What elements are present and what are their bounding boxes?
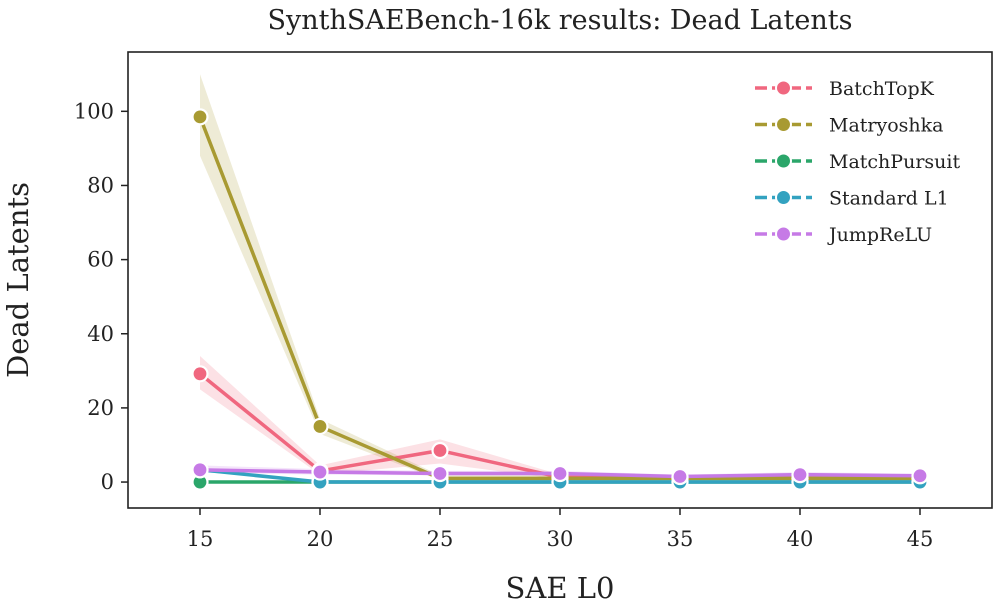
y-axis-label: Dead Latents [1, 182, 35, 378]
point-matryoshka [191, 108, 209, 126]
legend-marker-matryoshka [775, 116, 792, 133]
line-matryoshka [198, 116, 920, 481]
point-jumprelu [311, 463, 329, 481]
x-tick-label: 25 [427, 527, 454, 551]
x-tick-label: 35 [667, 527, 694, 551]
legend-label-batchtopk: BatchTopK [829, 78, 935, 100]
legend: BatchTopK Matryoshka MatchPursuit Standard … [755, 78, 960, 246]
y-axis-ticks: 0 20 40 60 80 100 [74, 99, 128, 494]
legend-label-matryoshka: Matryoshka [829, 115, 944, 137]
legend-marker-jumprelu [775, 225, 792, 243]
point-jumprelu [791, 466, 809, 484]
y-tick-label: 0 [101, 470, 114, 494]
x-axis-ticks: 15 20 25 30 35 40 45 [187, 508, 934, 551]
x-tick-label: 20 [307, 527, 334, 551]
series-points [191, 108, 929, 491]
y-tick-label: 60 [87, 248, 114, 272]
point-jumprelu [671, 467, 689, 486]
point-jumprelu [551, 464, 569, 483]
y-tick-label: 40 [87, 322, 114, 346]
x-tick-label: 30 [547, 527, 574, 551]
point-batchtopk [431, 441, 449, 460]
y-tick-label: 80 [87, 173, 114, 197]
legend-label-matchpursuit: MatchPursuit [829, 151, 960, 173]
legend-label-standard-l1: Standard L1 [829, 188, 949, 210]
point-jumprelu [191, 461, 209, 479]
series-lines [198, 116, 921, 484]
x-tick-label: 40 [787, 527, 814, 551]
point-matryoshka [311, 417, 329, 436]
band-matryoshka [200, 74, 920, 481]
point-batchtopk [191, 365, 209, 383]
legend-marker-matchpursuit [775, 152, 792, 170]
confidence-bands [200, 74, 920, 483]
x-axis-label: SAE L0 [506, 571, 615, 605]
legend-label-jumprelu: JumpReLU [827, 224, 932, 246]
y-tick-label: 100 [74, 99, 114, 123]
point-jumprelu [431, 464, 449, 483]
chart-title: SynthSAEBench-16k results: Dead Latents [268, 5, 853, 36]
legend-marker-batchtopk [775, 79, 792, 97]
x-tick-label: 45 [907, 527, 934, 551]
x-tick-label: 15 [187, 527, 214, 551]
legend-marker-standard-l1 [775, 189, 792, 206]
point-jumprelu [911, 467, 929, 485]
y-tick-label: 20 [87, 396, 114, 420]
